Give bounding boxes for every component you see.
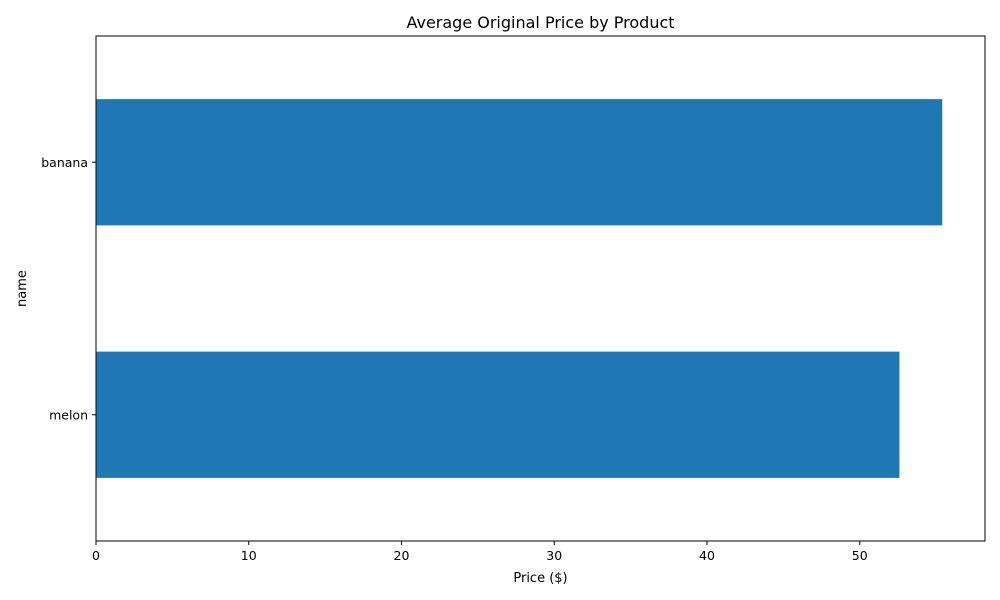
- x-axis-ticks: 0 10 20 30 40 50: [92, 541, 868, 563]
- y-axis-ticks: melon banana: [41, 155, 96, 423]
- chart-title: Average Original Price by Product: [406, 13, 674, 32]
- x-tick-label: 30: [546, 548, 562, 563]
- x-tick-label: 40: [699, 548, 715, 563]
- y-tick-label: banana: [41, 155, 88, 170]
- x-tick-label: 50: [852, 548, 868, 563]
- y-tick-label: melon: [49, 407, 88, 422]
- x-tick-label: 20: [394, 548, 410, 563]
- x-tick-label: 10: [241, 548, 257, 563]
- x-axis-label: Price ($): [513, 571, 567, 586]
- y-axis-label: name: [15, 270, 30, 307]
- bar-melon: [96, 352, 899, 478]
- bars-group: [96, 99, 942, 478]
- x-tick-label: 0: [92, 548, 100, 563]
- bar-banana: [96, 99, 942, 225]
